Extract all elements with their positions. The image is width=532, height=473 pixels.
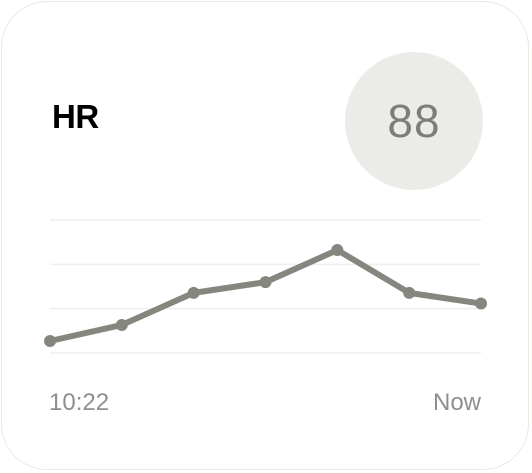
- current-value-badge: 88: [345, 52, 483, 190]
- series-points: [44, 244, 487, 347]
- data-point: [44, 335, 56, 347]
- data-point: [403, 286, 416, 299]
- x-tick-start: 10:22: [49, 389, 110, 416]
- widget-title: HR: [52, 98, 99, 135]
- data-point: [475, 297, 487, 310]
- chart-grid: [50, 219, 481, 354]
- data-point: [331, 244, 344, 257]
- data-point: [115, 318, 128, 331]
- current-value: 88: [387, 95, 441, 147]
- data-point: [187, 286, 200, 299]
- x-tick-end: Now: [432, 389, 481, 416]
- data-point: [259, 276, 272, 289]
